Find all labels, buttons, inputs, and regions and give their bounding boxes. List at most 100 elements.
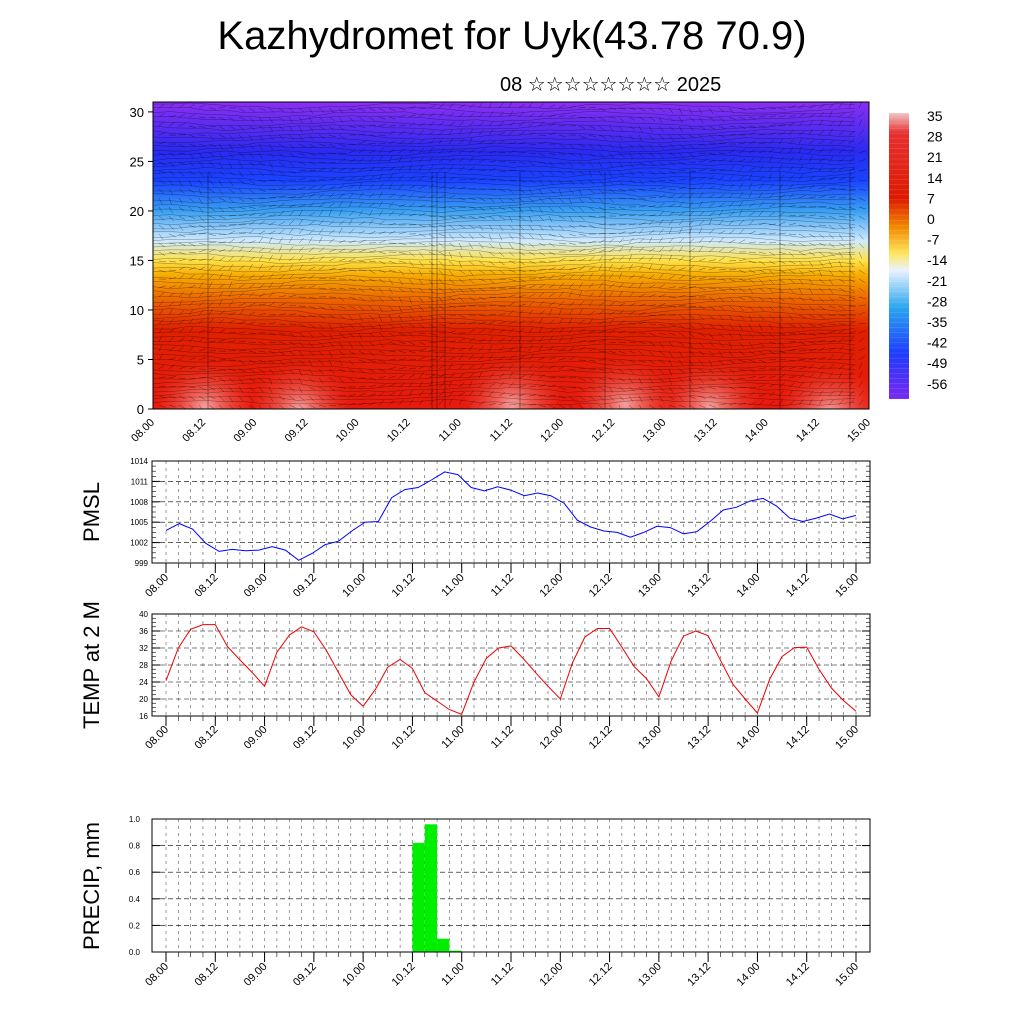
wind-barb [158, 385, 166, 388]
wind-barb [798, 323, 805, 330]
wind-barb [308, 350, 315, 356]
wind-barb [838, 102, 843, 109]
wind-barb [318, 184, 325, 190]
wind-barb [528, 215, 533, 223]
wind-barb [358, 141, 366, 145]
wind-barb [638, 368, 644, 375]
wind-barb [538, 310, 545, 316]
wind-barb [458, 314, 466, 318]
wind-barb [858, 296, 866, 300]
wind-barb [638, 213, 646, 217]
wind-barb [748, 341, 753, 349]
wind-barb [638, 386, 645, 393]
wind-barb [168, 215, 174, 222]
wind-barb [708, 159, 716, 163]
wind-barb [508, 269, 516, 273]
wind-barb [228, 264, 234, 271]
wind-barb [548, 152, 556, 156]
wind-barb [698, 160, 706, 163]
wind-barb [378, 314, 383, 322]
wind-barb [328, 287, 337, 289]
contour-line [153, 214, 856, 222]
wind-barb [398, 107, 406, 111]
wind-barb [208, 377, 216, 380]
wind-barb [738, 175, 745, 181]
x-tick-label: 14.12 [784, 724, 812, 752]
contour-line [153, 253, 856, 260]
wind-barb [348, 287, 356, 290]
wind-barb [558, 301, 565, 307]
wind-barb [378, 287, 384, 294]
wind-barb [628, 116, 636, 121]
wind-barb [818, 139, 825, 145]
wind-barb [618, 134, 624, 141]
wind-barb [448, 215, 456, 219]
wind-barb [618, 282, 624, 289]
wind-barb [168, 179, 174, 186]
contour-line [153, 278, 856, 286]
wind-barb [838, 389, 843, 397]
wind-barb [348, 359, 354, 366]
wind-barb [468, 215, 476, 219]
wind-barb [198, 215, 205, 222]
wind-barb [708, 368, 715, 375]
wind-barb [578, 125, 586, 130]
wind-barb [318, 256, 325, 262]
contour-line [153, 128, 856, 135]
wind-barb [498, 373, 505, 379]
wind-barb [278, 229, 285, 235]
wind-barb [408, 381, 414, 388]
wind-barb [808, 341, 816, 344]
wind-barb [278, 170, 285, 176]
wind-barb [728, 341, 733, 349]
wind-barb [458, 197, 466, 201]
wind-barb [788, 314, 794, 321]
contour-line [153, 287, 856, 295]
wind-barb [718, 158, 726, 163]
wind-barb [858, 347, 866, 352]
wind-barb [588, 266, 596, 271]
wind-barb [738, 314, 745, 320]
x-tick-label: 12.00 [538, 417, 566, 445]
contour-line [153, 326, 856, 334]
wind-barb [838, 364, 845, 370]
wind-barb [528, 206, 534, 213]
wind-barb [658, 350, 665, 356]
wind-barb [678, 286, 686, 289]
wind-barb [338, 332, 345, 338]
wind-barb [638, 143, 644, 150]
colorbar-label: 21 [927, 149, 943, 165]
x-tick-label: 09.00 [242, 572, 270, 600]
wind-barb [698, 107, 702, 115]
wind-barb [208, 161, 215, 167]
wind-barb [778, 132, 786, 136]
wind-barb [448, 251, 453, 259]
wind-barb [628, 254, 633, 262]
contour-line [153, 321, 856, 329]
wind-barb [298, 350, 304, 357]
x-tick-label: 11.00 [439, 572, 466, 599]
wind-barb [858, 337, 865, 343]
wind-barb [438, 242, 445, 248]
wind-barb [618, 264, 624, 271]
wind-barb [318, 265, 325, 271]
wind-barb [258, 274, 265, 280]
y-tick-label: 1011 [131, 477, 149, 486]
contour-line [153, 347, 856, 355]
wind-barb [558, 233, 565, 239]
wind-barb [568, 356, 576, 361]
wind-barb [298, 116, 303, 124]
wind-barb [258, 179, 266, 183]
wind-barb [698, 332, 706, 337]
wind-barb [158, 141, 166, 145]
wind-barb [748, 182, 753, 190]
wind-barb [818, 112, 825, 118]
wind-barb [268, 322, 276, 325]
wind-barb [378, 142, 386, 145]
wind-barb [258, 368, 265, 374]
wind-barb [428, 165, 434, 172]
wind-barb [658, 134, 665, 140]
wind-barb [288, 107, 295, 113]
wind-barb [248, 359, 256, 364]
wind-barb [488, 206, 495, 212]
